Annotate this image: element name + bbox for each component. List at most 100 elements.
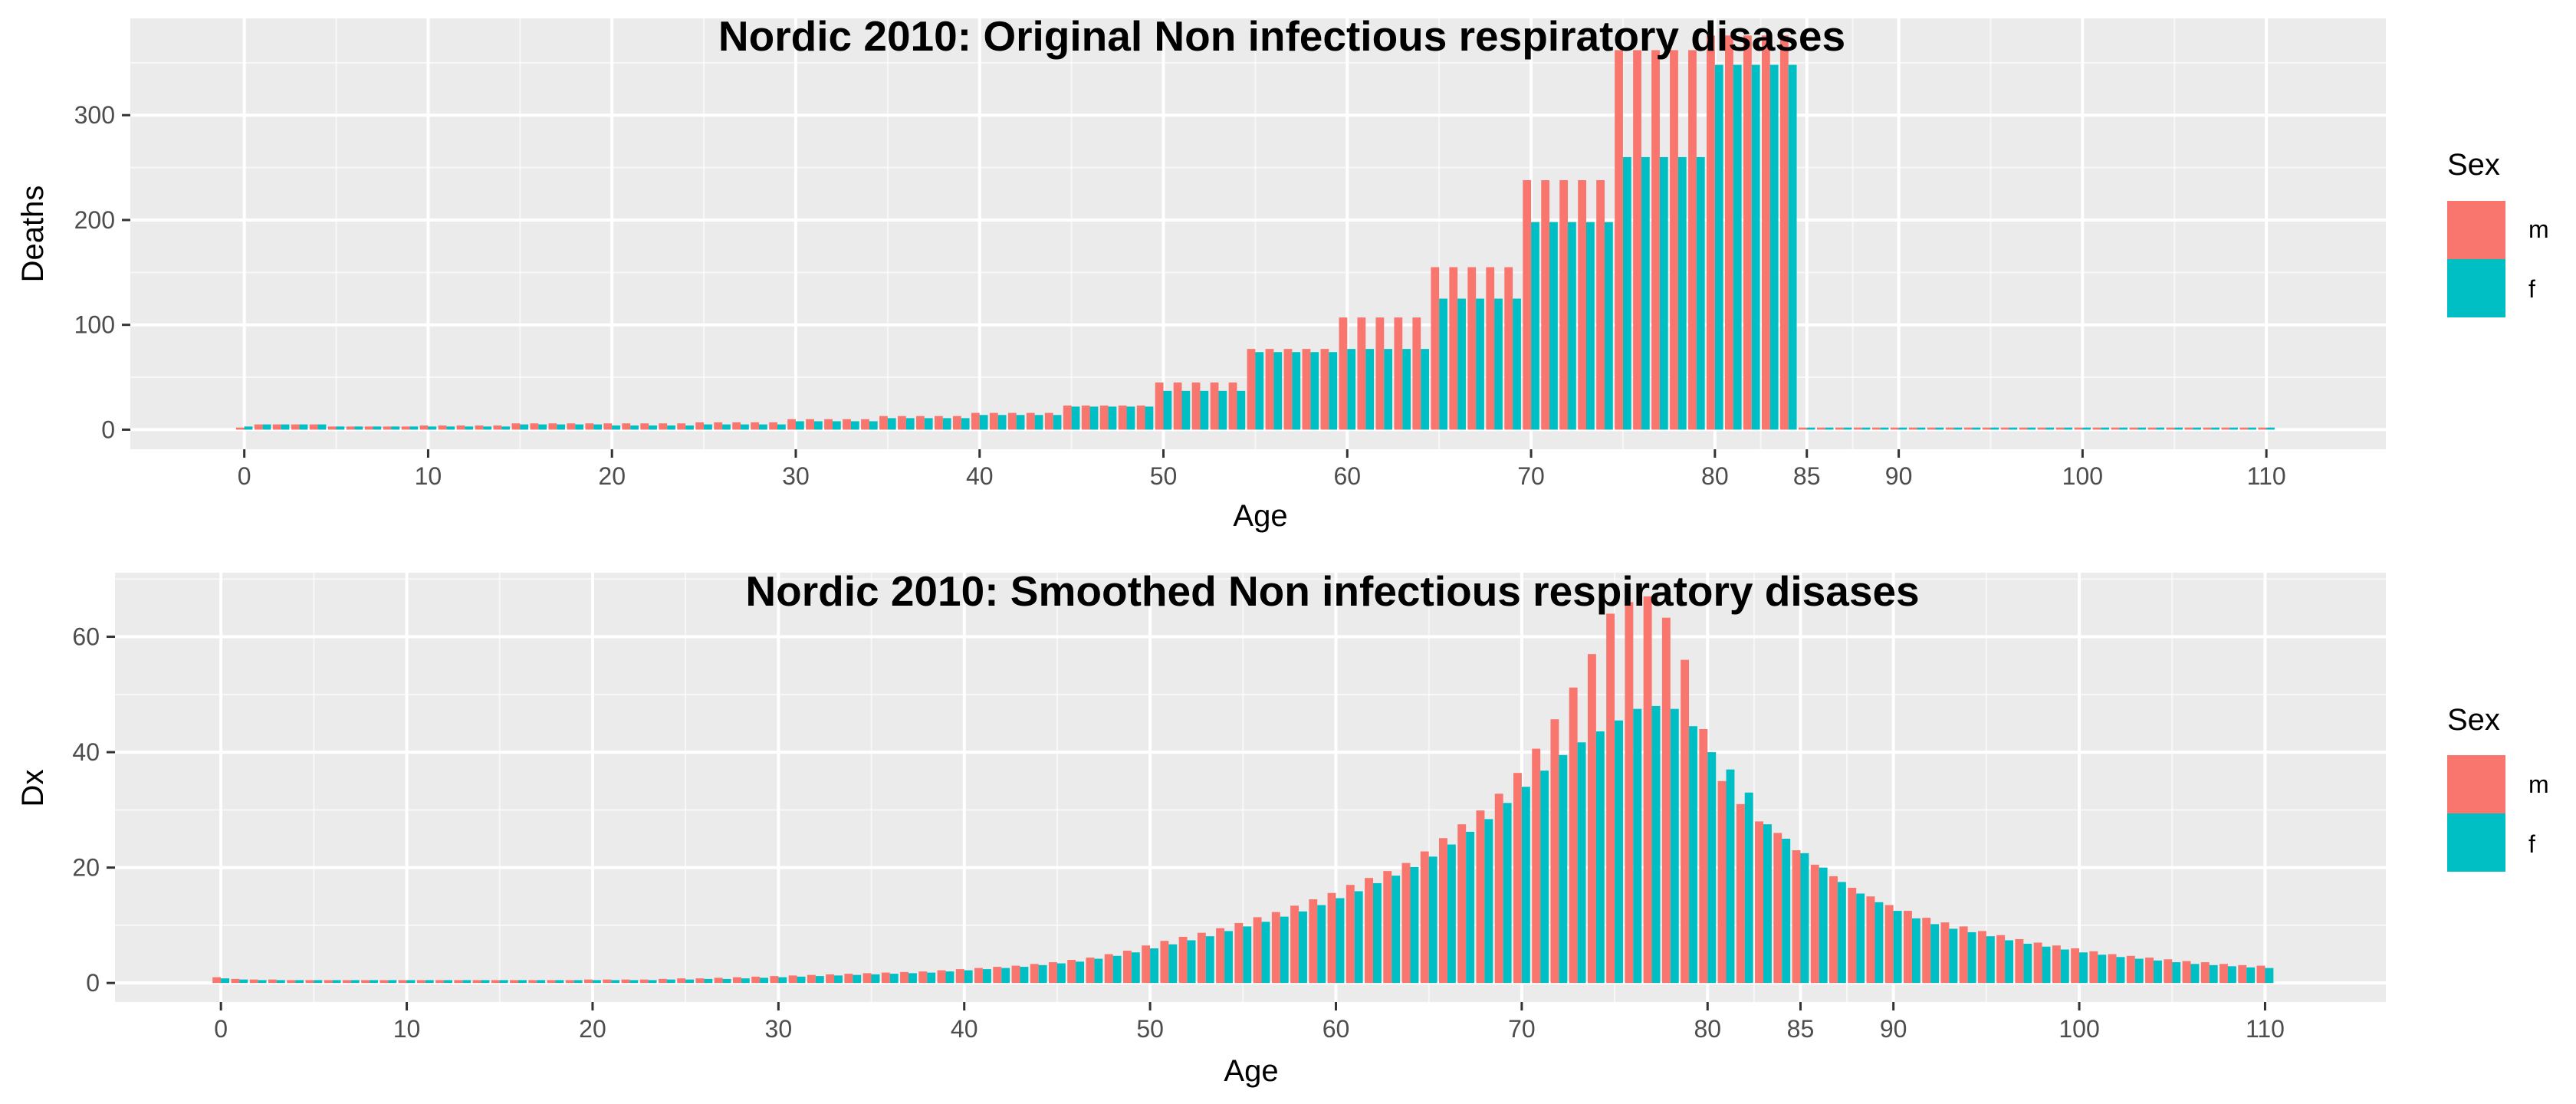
top-chart-bar-f bbox=[317, 424, 327, 430]
top-chart-bar-m bbox=[1779, 35, 1789, 430]
top-chart-bar-m bbox=[1449, 267, 1458, 430]
top-chart-bar-f bbox=[1108, 406, 1117, 430]
bottom-chart-bar-f bbox=[1168, 944, 1178, 984]
top-chart-bar-f bbox=[1788, 64, 1797, 430]
bottom-chart-bar-m bbox=[491, 980, 500, 984]
bottom-chart-bar-m bbox=[2015, 938, 2024, 984]
bottom-chart-bar-m bbox=[658, 978, 667, 984]
bottom-chart-x-tick-label: 50 bbox=[1136, 1015, 1164, 1043]
top-chart-bar-f bbox=[391, 426, 400, 430]
bottom-chart-panel: 0 10 20 30 40 50 60 70 80 85 90 100 110 0 20 40 60 Nordi… bbox=[16, 567, 2549, 1088]
bottom-chart-bar-f bbox=[909, 973, 917, 984]
top-chart-bar-m bbox=[695, 422, 705, 430]
bottom-chart-legend-title: Sex bbox=[2447, 703, 2500, 737]
top-chart-bar-f bbox=[612, 425, 620, 430]
top-chart-bar-f bbox=[446, 426, 455, 430]
bottom-chart-bar-m bbox=[1810, 864, 1819, 984]
top-chart-bar-m bbox=[1688, 50, 1697, 430]
bottom-chart-bar-f bbox=[1020, 967, 1029, 984]
bottom-chart-bar-f bbox=[1299, 911, 1307, 984]
bottom-chart-bar-f bbox=[1261, 922, 1270, 984]
top-chart-bar-f bbox=[1861, 427, 1871, 430]
top-chart-bar-f bbox=[2156, 427, 2165, 430]
top-chart-bar-m bbox=[1523, 179, 1532, 430]
bottom-chart-bar-m bbox=[1049, 962, 1057, 984]
bottom-chart-bar-f bbox=[1875, 902, 1884, 984]
top-chart-bar-f bbox=[281, 424, 290, 430]
top-chart-bar-m bbox=[769, 422, 777, 430]
top-chart-bar-m bbox=[2258, 427, 2267, 430]
top-chart-bar-m bbox=[419, 425, 429, 430]
top-chart-bar-m bbox=[346, 426, 355, 430]
bottom-chart-bar-f bbox=[666, 979, 675, 984]
top-chart-x-tick-label: 85 bbox=[1793, 462, 1821, 490]
bottom-chart-bar-f bbox=[221, 978, 230, 984]
top-chart-bar-f bbox=[2009, 427, 2018, 430]
bottom-chart-bar-f bbox=[1243, 926, 1252, 984]
bottom-chart-bar-m bbox=[1903, 911, 1912, 984]
bottom-chart-bar-m bbox=[807, 974, 816, 984]
top-chart-bar-m bbox=[2037, 427, 2046, 430]
top-chart-bar-m bbox=[456, 425, 465, 430]
bottom-chart-bar-f bbox=[1001, 968, 1010, 984]
top-chart-legend-label-m: m bbox=[2528, 215, 2549, 243]
top-chart-bar-m bbox=[309, 424, 318, 430]
bottom-chart-bar-f bbox=[741, 978, 750, 984]
bottom-chart-bar-m bbox=[1309, 899, 1318, 984]
top-chart-bar-m bbox=[1081, 405, 1090, 430]
bottom-chart-bar-f bbox=[1800, 853, 1809, 984]
bottom-chart-bar-f bbox=[889, 974, 899, 984]
bottom-chart-bar-m bbox=[1773, 833, 1783, 984]
top-chart-y-tick-label: 200 bbox=[74, 206, 115, 234]
bottom-chart-x-axis-label: Age bbox=[1224, 1054, 1278, 1088]
top-chart-bar-m bbox=[2000, 427, 2009, 430]
top-chart-bar-m bbox=[1982, 427, 1991, 430]
bottom-chart-bar-f bbox=[295, 980, 304, 984]
bottom-chart-y-tick-label: 20 bbox=[72, 854, 100, 882]
bottom-chart-x-tick-label: 90 bbox=[1880, 1015, 1907, 1043]
top-chart-bar-m bbox=[1191, 382, 1201, 430]
bottom-chart-bar-f bbox=[2154, 960, 2162, 984]
top-chart-y-tick-label: 0 bbox=[101, 416, 115, 443]
top-chart-bar-m bbox=[2092, 427, 2101, 430]
top-chart-bar-f bbox=[1898, 427, 1907, 430]
top-chart-bar-f bbox=[1089, 406, 1099, 430]
top-chart-bar-m bbox=[1798, 427, 1807, 430]
top-chart-bar-f bbox=[299, 424, 308, 430]
top-chart-bar-f bbox=[2027, 427, 2036, 430]
top-chart-bar-f bbox=[649, 425, 657, 430]
top-chart-bar-m bbox=[787, 419, 796, 430]
top-chart-bar-m bbox=[714, 422, 723, 430]
top-chart-bar-f bbox=[1439, 298, 1447, 430]
bottom-chart-bar-f bbox=[629, 980, 639, 984]
bottom-chart-legend-key-f bbox=[2447, 813, 2505, 872]
bottom-chart-bar-f bbox=[2265, 968, 2274, 984]
bottom-chart-bar-m bbox=[1681, 659, 1690, 984]
top-chart-bar-f bbox=[2082, 427, 2091, 430]
bottom-chart-x-tick-label: 100 bbox=[2058, 1015, 2099, 1043]
top-chart-bar-m bbox=[401, 426, 410, 430]
bottom-chart-bar-f bbox=[1633, 708, 1642, 984]
bottom-chart-bar-f bbox=[350, 980, 360, 984]
top-chart-bar-m bbox=[1431, 267, 1440, 430]
bottom-chart-x-tick-label: 10 bbox=[393, 1015, 421, 1043]
bottom-chart-bar-m bbox=[2052, 945, 2061, 984]
bottom-chart-x-tick-label: 85 bbox=[1787, 1015, 1815, 1043]
top-chart-legend-label-f: f bbox=[2528, 275, 2535, 303]
bottom-chart-title: Nordic 2010: Smoothed Non infectious res… bbox=[745, 567, 1919, 615]
top-chart-legend: Sex m f bbox=[2447, 148, 2549, 317]
top-chart-bar-m bbox=[1633, 50, 1641, 430]
bottom-chart-bar-f bbox=[778, 977, 787, 984]
bottom-chart-bar-m bbox=[695, 978, 705, 984]
bottom-chart-bar-m bbox=[1327, 892, 1336, 984]
bottom-chart-bar-m bbox=[1643, 596, 1652, 984]
bottom-chart-bar-m bbox=[472, 980, 481, 984]
top-chart-bar-f bbox=[1200, 390, 1209, 430]
bottom-chart-bar-f bbox=[1336, 898, 1345, 984]
bottom-chart-bar-f bbox=[1577, 742, 1586, 984]
bottom-chart-bar-f bbox=[1707, 752, 1717, 984]
bottom-chart-bar-m bbox=[1197, 932, 1206, 984]
bottom-chart-bar-f bbox=[1372, 882, 1382, 984]
top-chart-bar-f bbox=[483, 426, 492, 430]
top-chart-bar-f bbox=[1917, 427, 1926, 430]
